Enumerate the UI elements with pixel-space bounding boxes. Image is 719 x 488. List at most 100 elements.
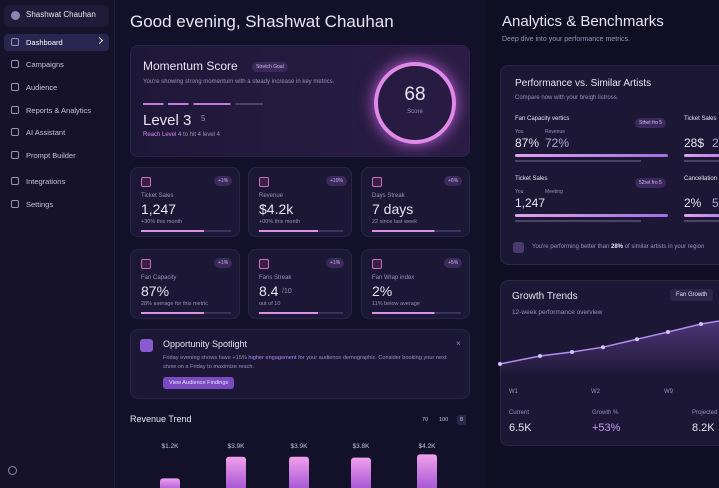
point: [538, 354, 542, 358]
growth-stat-label: Current: [509, 410, 530, 416]
point: [666, 330, 670, 334]
bar: [417, 454, 437, 488]
stat-icon: [141, 259, 151, 269]
stat-value: $4.2k: [259, 201, 294, 217]
perf-value: 5%: [712, 196, 719, 210]
reach-note: to hit 4 level 4: [183, 132, 221, 138]
pct: 28%: [610, 244, 623, 250]
stat-label: Fan Wrap index: [372, 275, 415, 281]
stat-note: out of 10: [259, 301, 281, 307]
stat-note: 22 since last week: [372, 219, 417, 225]
nav-item[interactable]: AI Assistant: [26, 128, 66, 137]
bar: [226, 456, 246, 488]
perf-icon: [513, 242, 524, 253]
perf-label: Revenue: [545, 129, 566, 135]
spotlight-close[interactable]: ×: [456, 339, 461, 348]
text: of similar artists in your region: [623, 244, 705, 250]
help-icon[interactable]: [8, 466, 17, 475]
text: You're performing better than: [532, 244, 611, 250]
nav-icon: [11, 38, 19, 46]
area: [500, 321, 719, 378]
x-label: W1: [509, 389, 519, 395]
stat-bar: [372, 230, 461, 232]
nav-item[interactable]: Dashboard: [26, 38, 63, 47]
x-label: W2: [591, 389, 601, 395]
nav-icon: [11, 106, 19, 114]
nav-active: [4, 34, 109, 51]
perf-bar: [515, 214, 668, 217]
stat-icon: [372, 259, 382, 269]
growth-stat-value: 8.2K: [692, 422, 715, 434]
stat-badge: +1%: [326, 258, 345, 268]
bar: [160, 478, 180, 488]
stat-label: Fan Capacity: [141, 275, 177, 281]
highlight: higher engagement: [248, 355, 297, 361]
momentum-text: You're showing strong momentum with a st…: [143, 79, 335, 85]
growth-stat-value: 6.5K: [509, 422, 532, 434]
stat-badge: +6%: [444, 176, 463, 186]
nav-icon: [11, 177, 19, 185]
growth-stat-label: Projected: [692, 410, 718, 416]
stat-card: +1% Fan Capacity 87% 28% average for this m…: [130, 249, 240, 319]
perf-badge: 52ret fro 5: [635, 178, 666, 188]
perf-note: You're performing better than 28% of sim…: [532, 244, 704, 250]
stat-card: +1% Fans Streak 8.4/10 out of 10: [248, 249, 352, 319]
nav-icon: [11, 200, 19, 208]
spotlight-icon: [140, 339, 153, 352]
perf-label: You: [515, 129, 524, 135]
stat-icon: [141, 177, 151, 187]
stat-value: 2%: [372, 283, 393, 299]
perf-bar: [684, 154, 719, 157]
spotlight-card: Opportunity Spotlight × Friday evening s…: [130, 329, 470, 399]
score-label: Score: [407, 109, 423, 115]
growth-stat-label: Growth %: [592, 410, 619, 416]
perf-value: 2%: [712, 136, 719, 150]
spotlight-button[interactable]: View Audience Findings: [163, 377, 235, 389]
text: Friday evening shows have +15%: [163, 355, 249, 361]
stat-badge: +1%: [214, 176, 233, 186]
perf-card-title: Ticket Sales: [515, 176, 548, 182]
perf-card-title: Fan Capacity vertics: [515, 116, 570, 122]
range-button[interactable]: 8: [457, 415, 467, 425]
growth-button[interactable]: Fan Growth: [670, 289, 714, 301]
perf-bar-ref: [515, 160, 641, 162]
perf-label: You: [515, 189, 524, 195]
nav-item[interactable]: Prompt Builder: [26, 151, 76, 160]
text: for your audience demographic. Consider …: [163, 355, 447, 370]
range-button[interactable]: 100: [439, 417, 449, 423]
nav-item[interactable]: Settings: [26, 200, 54, 209]
stat-note: 11% below average: [372, 301, 420, 307]
nav-item[interactable]: Reports & Analytics: [26, 106, 92, 115]
spotlight-title: Opportunity Spotlight: [163, 339, 248, 349]
stat-bar: [372, 312, 461, 314]
user-box[interactable]: [4, 5, 109, 27]
stat-value: 7 days: [372, 201, 414, 217]
perf-card-title: Ticket Sales: [684, 116, 717, 122]
stat-icon: [259, 259, 269, 269]
perf-value: 72%: [545, 136, 570, 150]
point: [601, 345, 605, 350]
perf-bar-ref: [684, 160, 719, 162]
bar-label: $1.2K: [162, 443, 180, 450]
perf-card: Performance vs. Similar Artists Compare …: [500, 65, 719, 265]
stat-card: +5% Fan Wrap index 2% 11% below average: [361, 249, 470, 319]
nav-icon: [11, 60, 19, 68]
stat-value: 87%: [141, 283, 170, 299]
nav-item[interactable]: Audience: [26, 83, 58, 92]
revenue-title: Revenue Trend: [130, 414, 192, 424]
x-label: W9: [664, 389, 674, 395]
nav-item[interactable]: Campaigns: [26, 60, 64, 69]
growth-subtitle: 12-week performance overview: [512, 309, 603, 316]
nav-item[interactable]: Integrations: [26, 177, 66, 186]
stat-bar: [141, 312, 231, 314]
bar-label: $3.9K: [291, 443, 309, 450]
range-button[interactable]: 70: [422, 417, 429, 423]
growth-title: Growth Trends: [512, 291, 578, 302]
bar-label: $3.8K: [353, 443, 371, 450]
nav-icon: [11, 83, 19, 91]
stat-bar: [259, 230, 343, 232]
perf-subtitle: Compare now with your breigh listross.: [515, 95, 619, 101]
analytics-title: Analytics & Benchmarks: [502, 13, 664, 30]
